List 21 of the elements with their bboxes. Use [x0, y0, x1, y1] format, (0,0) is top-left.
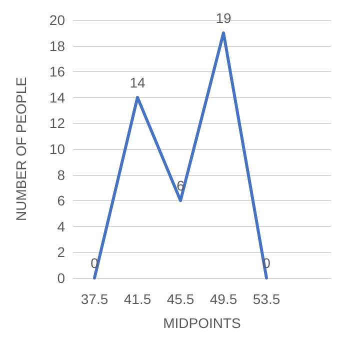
y-tick-label: 10	[49, 141, 66, 157]
x-axis-title: MIDPOINTS	[163, 315, 241, 331]
x-tick-label: 41.5	[124, 291, 152, 307]
x-tick-label: 37.5	[80, 291, 108, 307]
data-label: 14	[130, 74, 146, 90]
y-tick-label: 20	[49, 12, 66, 28]
y-tick-label: 12	[49, 115, 66, 132]
line-series	[93, 31, 268, 280]
x-tick-label: 45.5	[166, 291, 194, 307]
y-tick-label: 18	[49, 38, 66, 54]
x-tick-label: 49.5	[210, 291, 238, 307]
x-tick-label: 53.5	[252, 291, 280, 307]
y-tick-label: 4	[57, 218, 66, 234]
y-tick-label: 14	[49, 89, 66, 106]
data-label: 19	[216, 10, 232, 26]
y-tick-label: 6	[57, 192, 66, 209]
y-tick-label: 16	[49, 64, 66, 80]
y-axis-title: NUMBER OF PEOPLE	[13, 77, 29, 221]
y-tick-label: 2	[57, 244, 66, 260]
y-tick-label: 0	[57, 270, 66, 286]
y-tick-label: 8	[57, 166, 66, 183]
